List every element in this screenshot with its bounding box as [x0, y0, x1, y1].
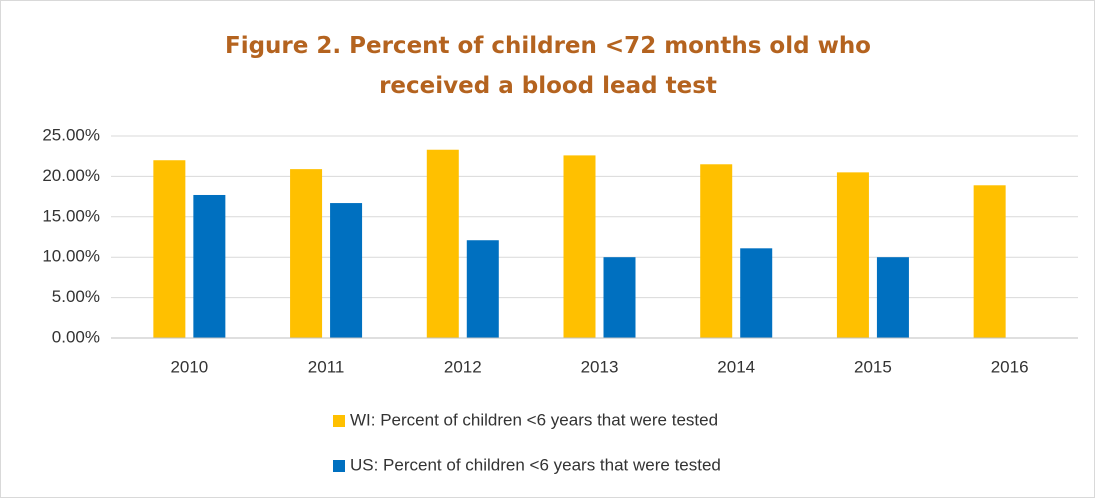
bar: [290, 169, 323, 338]
bar: [603, 257, 636, 338]
legend-label: WI: Percent of children <6 years that we…: [350, 410, 718, 429]
x-tick-label: 2016: [991, 357, 1029, 376]
legend-label: US: Percent of children <6 years that we…: [350, 455, 721, 474]
y-tick-label: 25.00%: [42, 125, 100, 144]
x-tick-label: 2014: [717, 357, 755, 376]
bar: [563, 155, 596, 338]
y-tick-label: 10.00%: [42, 247, 100, 266]
bar: [330, 203, 363, 338]
x-tick-label: 2010: [170, 357, 208, 376]
x-tick-label: 2015: [854, 357, 892, 376]
y-tick-label: 20.00%: [42, 166, 100, 185]
x-tick-label: 2013: [581, 357, 619, 376]
bar: [740, 248, 773, 338]
bar: [973, 185, 1006, 338]
y-tick-label: 5.00%: [52, 287, 100, 306]
x-tick-label: 2011: [308, 357, 345, 376]
y-tick-label: 0.00%: [52, 327, 100, 346]
bar: [426, 149, 459, 338]
y-tick-label: 15.00%: [42, 206, 100, 225]
bar: [466, 240, 499, 338]
bar: [700, 164, 733, 338]
chart-title: Figure 2. Percent of children <72 months…: [225, 33, 871, 99]
bar: [193, 194, 226, 338]
bar: [153, 160, 186, 338]
bar: [876, 257, 909, 338]
legend-swatch: [333, 460, 345, 472]
legend-swatch: [333, 415, 345, 427]
bar: [836, 172, 869, 338]
x-tick-label: 2012: [444, 357, 482, 376]
